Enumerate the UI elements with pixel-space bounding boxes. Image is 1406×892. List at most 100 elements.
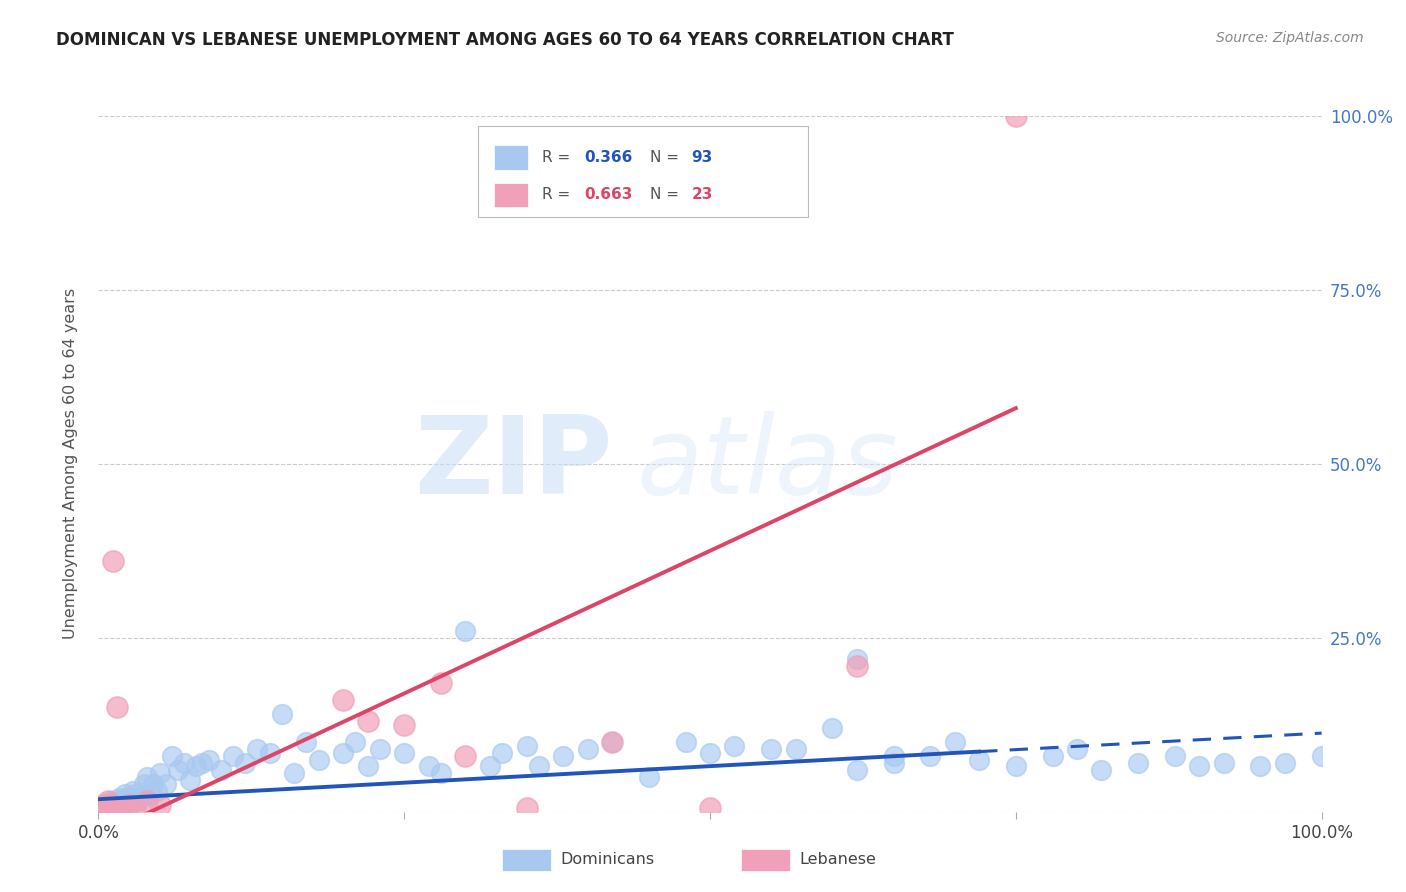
Point	[233, 756, 256, 770]
Point	[845, 658, 868, 673]
Point	[124, 801, 146, 815]
Point	[121, 784, 143, 798]
Point	[110, 801, 132, 815]
Point	[111, 801, 134, 815]
Point	[105, 700, 128, 714]
Point	[222, 749, 245, 764]
Point	[90, 801, 112, 815]
Point	[129, 790, 152, 805]
Point	[246, 742, 269, 756]
Point	[167, 763, 190, 777]
Point	[332, 746, 354, 760]
Point	[1004, 759, 1026, 773]
Point	[191, 756, 214, 770]
FancyBboxPatch shape	[478, 127, 808, 217]
Point	[186, 759, 208, 773]
Point	[845, 763, 868, 777]
Point	[1066, 742, 1088, 756]
Point	[97, 797, 120, 811]
Point	[98, 799, 121, 814]
Point	[96, 799, 118, 814]
Point	[392, 746, 416, 760]
Point	[105, 794, 128, 808]
Point	[97, 794, 120, 808]
Point	[91, 800, 114, 814]
Point	[149, 766, 172, 780]
Point	[111, 797, 134, 812]
Point	[132, 777, 155, 791]
Point	[90, 801, 112, 815]
Point	[142, 777, 165, 791]
Point	[478, 759, 501, 773]
Bar	[494, 145, 527, 169]
Text: atlas: atlas	[637, 411, 898, 516]
Bar	[502, 848, 551, 871]
Point	[136, 794, 159, 808]
Point	[1004, 109, 1026, 123]
Point	[149, 797, 172, 812]
Point	[638, 770, 661, 784]
Point	[883, 749, 905, 764]
Point	[845, 651, 868, 665]
Point	[114, 788, 136, 801]
Point	[100, 797, 122, 812]
Text: N =: N =	[650, 150, 683, 165]
Text: Dominicans: Dominicans	[561, 852, 655, 866]
Point	[1188, 759, 1211, 773]
Text: Lebanese: Lebanese	[800, 852, 876, 866]
Point	[100, 801, 122, 815]
Point	[91, 797, 114, 812]
Point	[675, 735, 697, 749]
Point	[120, 794, 142, 808]
Point	[101, 554, 124, 568]
Point	[527, 759, 550, 773]
Point	[270, 707, 294, 722]
Point	[108, 790, 131, 805]
Point	[259, 746, 281, 760]
Point	[107, 799, 129, 814]
Point	[1042, 749, 1064, 764]
Point	[103, 797, 125, 811]
Point	[101, 800, 124, 814]
Point	[111, 794, 134, 808]
Point	[283, 766, 305, 780]
Point	[93, 801, 115, 815]
Point	[295, 735, 318, 749]
Point	[160, 749, 183, 764]
Point	[104, 798, 127, 813]
Point	[146, 784, 169, 798]
Point	[209, 763, 232, 777]
Point	[821, 721, 844, 735]
Point	[97, 800, 120, 814]
Point	[418, 759, 440, 773]
Text: 93: 93	[692, 150, 713, 165]
Point	[356, 759, 378, 773]
Point	[553, 749, 575, 764]
Point	[173, 756, 195, 770]
Point	[112, 792, 135, 806]
Point	[600, 735, 623, 749]
Point	[344, 735, 367, 749]
Point	[332, 693, 354, 707]
Point	[576, 742, 599, 756]
Text: 23: 23	[692, 187, 713, 202]
Text: Source: ZipAtlas.com: Source: ZipAtlas.com	[1216, 31, 1364, 45]
Point	[155, 777, 177, 791]
Bar	[494, 183, 527, 207]
Point	[1090, 763, 1112, 777]
Point	[93, 797, 115, 812]
Point	[723, 739, 745, 753]
Point	[136, 770, 159, 784]
Point	[515, 739, 537, 753]
Point	[197, 753, 219, 767]
Point	[1310, 749, 1333, 764]
Point	[110, 797, 132, 811]
Point	[920, 749, 942, 764]
Point	[1128, 756, 1150, 770]
Point	[118, 797, 141, 812]
Text: ZIP: ZIP	[413, 411, 612, 516]
Point	[1212, 756, 1234, 770]
Point	[430, 676, 453, 690]
Point	[127, 794, 149, 808]
Bar	[741, 848, 790, 871]
